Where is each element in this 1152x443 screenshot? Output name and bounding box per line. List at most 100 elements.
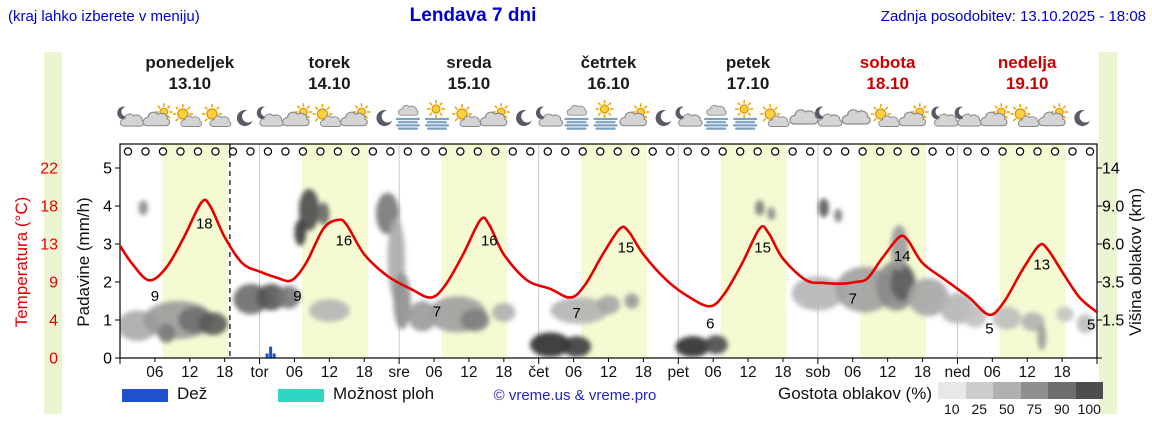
x-tick-label: čet <box>528 364 549 381</box>
x-tick-label: 18 <box>216 364 233 381</box>
weather-icon-moon <box>376 110 393 127</box>
temp-extreme-label: 9 <box>151 288 159 305</box>
temp-extreme-label: 9 <box>293 288 301 305</box>
day-name: nedelja <box>997 53 1057 72</box>
showers-legend-swatch <box>278 389 324 402</box>
weather-icon-sun-cloud <box>172 104 203 127</box>
copyright-link[interactable]: © vreme.us & vreme.pro <box>493 387 657 404</box>
weather-icon-fog-sun <box>593 100 618 130</box>
weather-icon-fog <box>564 104 589 130</box>
cloud-height-tick: 1.5 <box>1102 313 1124 330</box>
precip-tick: 2 <box>103 275 112 292</box>
weather-icon-cloud-sun <box>1038 103 1069 127</box>
day-header-sobota: sobota 18.10 <box>818 52 958 94</box>
density-step-90 <box>1048 382 1076 399</box>
cloud-density-label: Gostota oblakov (%) <box>777 384 932 403</box>
temperature-extreme-labels: 9 18 9 16 7 16 7 15 6 15 7 14 5 13 5 <box>151 215 1096 337</box>
day-name: sreda <box>446 53 492 72</box>
weather-icon-moon-cloud <box>256 106 285 127</box>
x-tick-label: 18 <box>1053 364 1070 381</box>
x-tick-label: 12 <box>1019 364 1036 381</box>
temp-tick: 9 <box>49 275 58 292</box>
day-date: 15.10 <box>447 74 491 93</box>
temp-extreme-label: 15 <box>754 239 771 256</box>
density-step-label: 75 <box>1026 401 1043 417</box>
weather-icon-moon <box>655 110 672 127</box>
weather-icon-moon <box>516 110 532 127</box>
temp-tick: 18 <box>40 199 58 216</box>
x-tick-label: 12 <box>181 364 198 381</box>
x-tick-label: 12 <box>879 364 896 381</box>
cloud-height-axis-label: Višina oblakov (km) <box>1126 187 1145 337</box>
weather-icon-moon-cloud <box>535 106 564 127</box>
x-tick-label: 06 <box>984 364 1001 381</box>
cloud-height-tick: 3.5 <box>1102 275 1124 292</box>
cloud-density-scale <box>938 382 1103 399</box>
density-step-label: 25 <box>971 401 988 417</box>
weather-icon-sun-cloud <box>452 104 482 127</box>
temp-extreme-label: 15 <box>618 239 635 256</box>
cloud-height-tick: 9.0 <box>1102 199 1124 216</box>
rain-legend-label: Dež <box>177 384 208 403</box>
day-header-četrtek: četrtek 16.10 <box>539 52 679 94</box>
x-tick-label: 06 <box>146 364 163 381</box>
cloud-density-layer <box>120 188 1095 358</box>
density-step-label: 100 <box>1077 401 1101 417</box>
weather-icon-moon-cloud <box>675 106 703 127</box>
showers-legend-label: Možnost ploh <box>333 384 435 403</box>
weather-icon-sun-cloud <box>312 104 342 127</box>
x-tick-label: 06 <box>844 364 861 381</box>
day-header-nedelja: nedelja 19.10 <box>957 52 1097 94</box>
weather-icon-moon-cloud <box>117 106 145 127</box>
x-tick-label: 06 <box>705 364 722 381</box>
weather-icon-moon-cloud <box>931 106 959 127</box>
temp-tick: 22 <box>40 161 58 178</box>
x-tick-label: tor <box>251 364 269 381</box>
right-axis-strip <box>1099 52 1117 414</box>
weather-icon-cloud-sun <box>898 103 929 127</box>
daylight-bands <box>162 144 1066 358</box>
x-tick-label: 06 <box>286 364 303 381</box>
weather-icon-strip <box>117 100 1090 130</box>
temp-tick: 4 <box>49 313 58 330</box>
temp-extreme-label: 7 <box>433 303 441 320</box>
weather-icon-moon <box>1074 110 1090 127</box>
density-step-label: 10 <box>943 401 960 417</box>
x-tick-label: 12 <box>600 364 617 381</box>
day-header-petek: petek 17.10 <box>678 52 818 94</box>
x-tick-label: ned <box>944 364 970 381</box>
temp-extreme-label: 13 <box>1033 257 1050 274</box>
weather-icon-moon-cloud <box>954 106 982 127</box>
temp-extreme-label: 18 <box>196 215 213 232</box>
temp-extreme-label: 16 <box>481 233 498 250</box>
weather-icon-fog <box>395 104 420 130</box>
x-tick-label: 18 <box>914 364 931 381</box>
density-step-10 <box>938 382 966 399</box>
cloud-density-scale-labels: 10 25 50 75 90 100 <box>938 401 1103 417</box>
x-tick-label: 12 <box>739 364 756 381</box>
weather-icon-moon <box>236 110 253 127</box>
density-step-100 <box>1075 382 1103 399</box>
x-tick-label: 06 <box>425 364 442 381</box>
temp-extreme-label: 14 <box>894 248 911 265</box>
weather-icon-sun-cloud <box>201 104 232 127</box>
day-name: sobota <box>859 53 916 72</box>
density-step-25 <box>965 382 993 399</box>
day-date: 13.10 <box>168 74 212 93</box>
cloud-base-marker-row <box>123 147 1095 156</box>
temp-extreme-label: 5 <box>1087 316 1095 333</box>
axis-ticks <box>115 167 1102 364</box>
weather-icon-cloud-sun <box>282 103 313 127</box>
rain-bars <box>265 346 276 358</box>
temp-extreme-label: 16 <box>336 233 353 250</box>
day-date: 14.10 <box>308 74 351 93</box>
x-tick-label: sre <box>388 364 410 381</box>
day-header-torek: torek 14.10 <box>259 52 399 94</box>
weather-icon-cloud-sun <box>619 103 650 127</box>
day-date: 18.10 <box>866 74 909 93</box>
day-header-sreda: sreda 15.10 <box>399 52 539 94</box>
weather-icon-sun-cloud <box>870 104 901 127</box>
weather-icon-cloud-sun <box>340 103 371 127</box>
weather-icon-cloud-sun <box>979 103 1011 127</box>
temp-extreme-label: 6 <box>706 315 714 332</box>
